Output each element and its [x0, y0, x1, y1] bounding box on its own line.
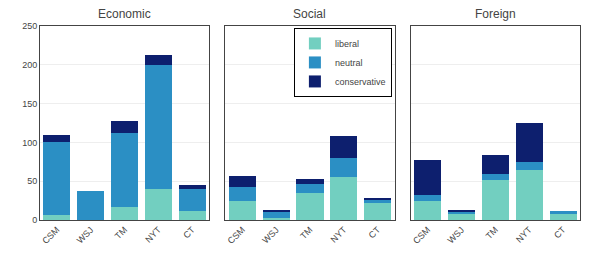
svg-text:WSJ: WSJ	[260, 225, 281, 246]
svg-text:TM: TM	[298, 225, 314, 241]
svg-text:Social: Social	[293, 7, 326, 21]
svg-text:CT: CT	[552, 224, 568, 240]
svg-text:CSM: CSM	[226, 225, 247, 246]
svg-text:TM: TM	[113, 225, 129, 241]
svg-text:NYT: NYT	[329, 224, 349, 244]
svg-text:100: 100	[22, 138, 37, 148]
svg-text:150: 150	[22, 99, 37, 109]
svg-text:CT: CT	[181, 224, 197, 240]
svg-text:200: 200	[22, 60, 37, 70]
svg-text:50: 50	[27, 176, 37, 186]
svg-text:neutral: neutral	[335, 58, 363, 68]
svg-text:CT: CT	[367, 224, 383, 240]
svg-text:250: 250	[22, 21, 37, 31]
svg-text:Economic: Economic	[98, 7, 151, 21]
svg-text:WSJ: WSJ	[446, 225, 467, 246]
svg-text:WSJ: WSJ	[75, 225, 96, 246]
svg-text:0: 0	[32, 215, 37, 225]
svg-text:conservative: conservative	[335, 77, 386, 87]
svg-text:NYT: NYT	[143, 224, 163, 244]
svg-text:CSM: CSM	[411, 225, 432, 246]
svg-text:liberal: liberal	[335, 39, 359, 49]
svg-text:Foreign: Foreign	[475, 7, 516, 21]
svg-text:CSM: CSM	[40, 225, 61, 246]
svg-text:NYT: NYT	[514, 224, 534, 244]
svg-text:TM: TM	[484, 225, 500, 241]
